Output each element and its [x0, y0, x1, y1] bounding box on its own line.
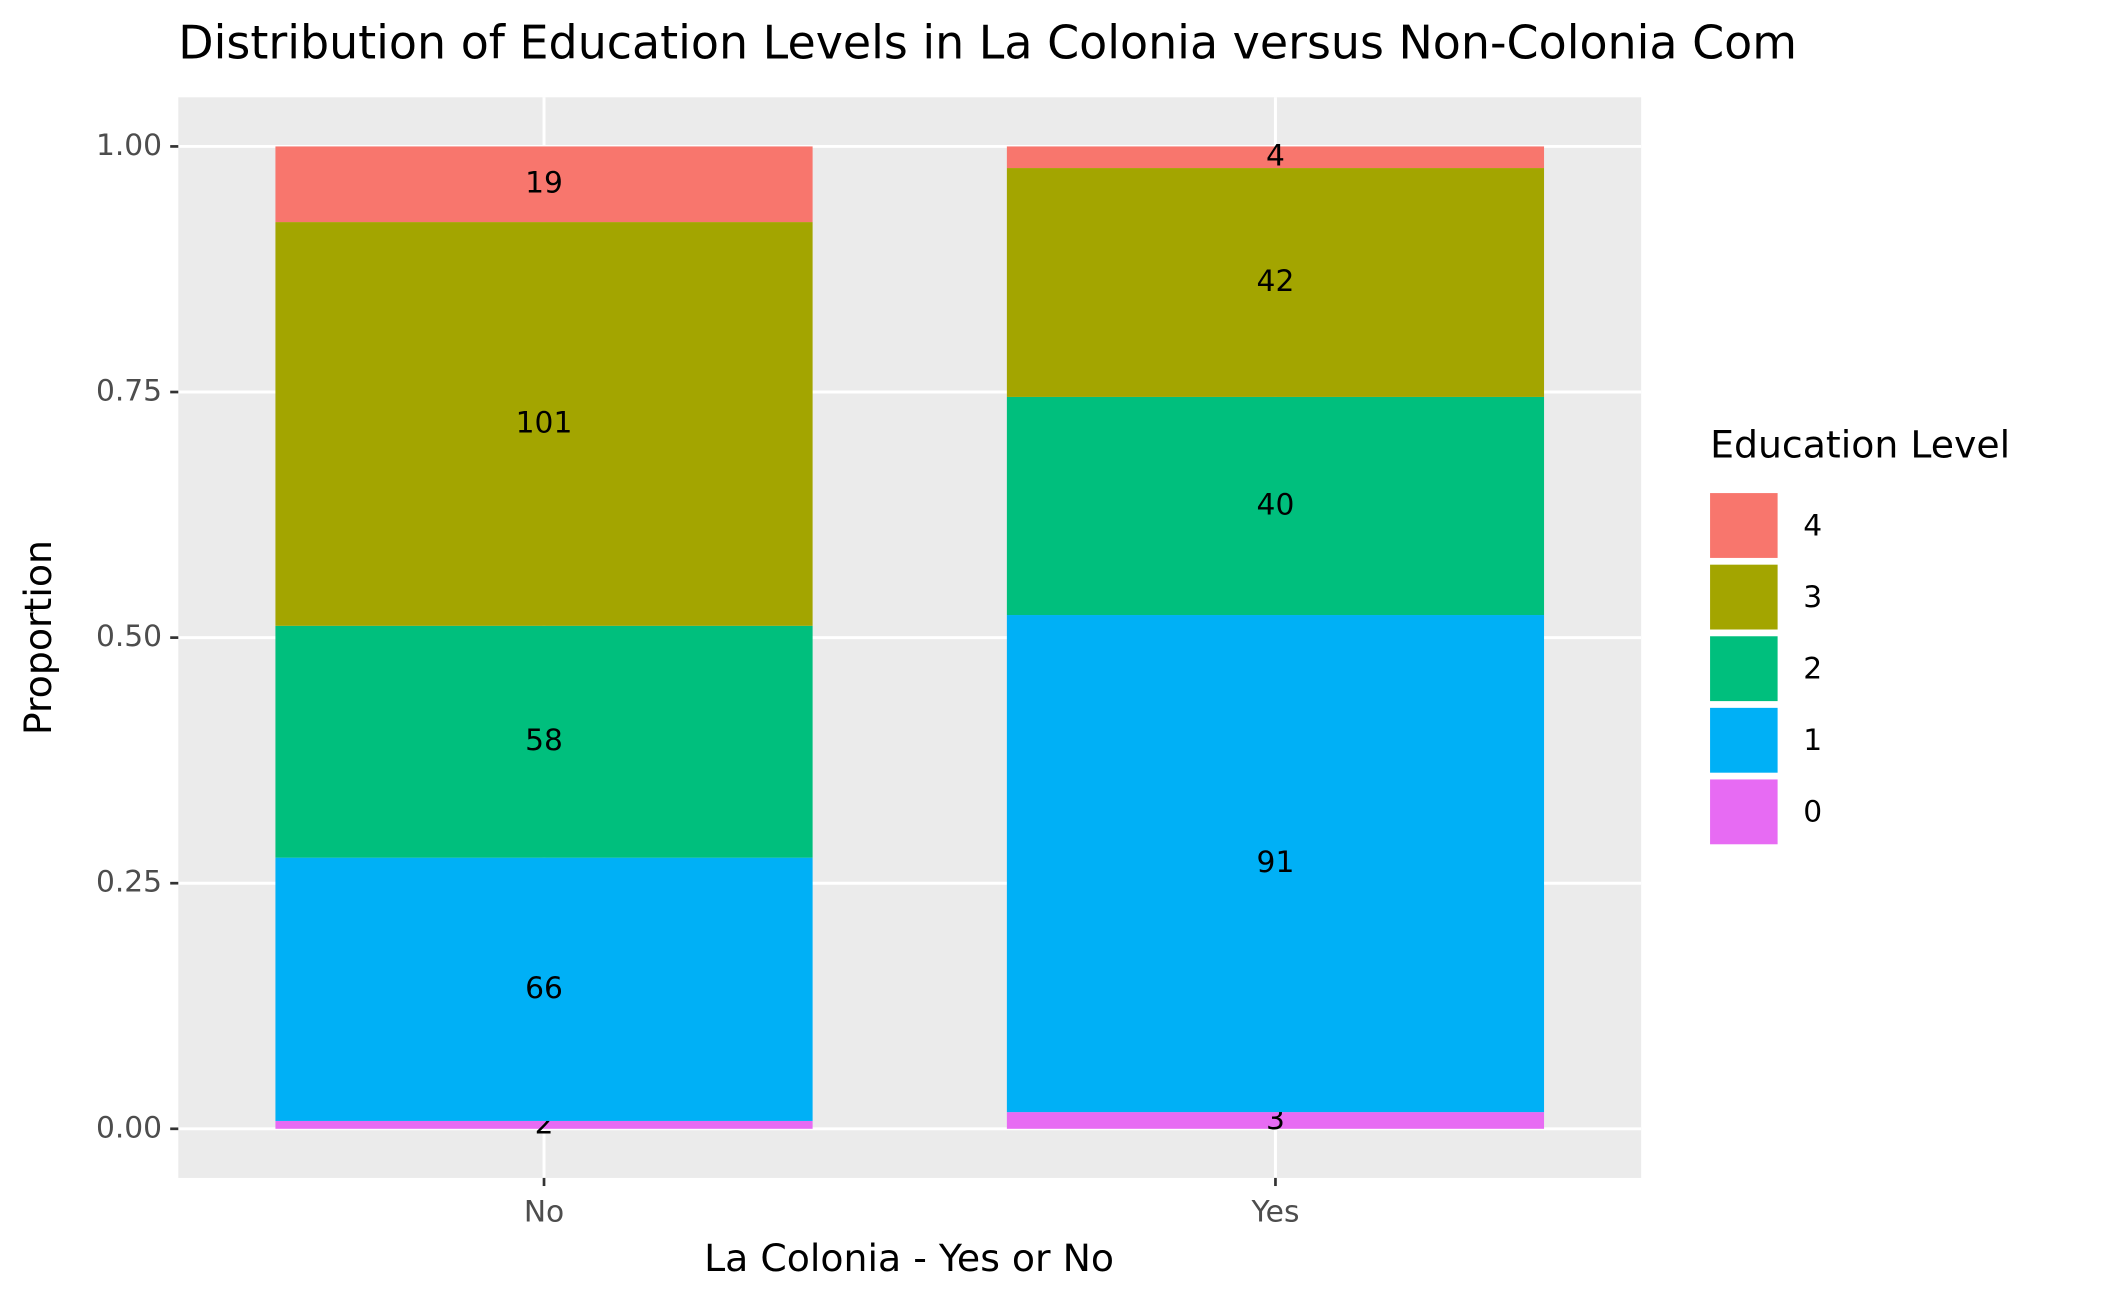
bar-segment [275, 625, 813, 858]
count-label: 58 [525, 723, 563, 758]
count-label: 101 [516, 405, 573, 440]
y-axis-title: Proportion [16, 540, 60, 735]
chart-title: Distribution of Education Levels in La C… [178, 15, 1797, 69]
legend-label: 1 [1803, 723, 1822, 758]
bar-segment [275, 146, 813, 223]
bar-segment [275, 222, 813, 626]
y-tick-label: 1.00 [96, 128, 162, 163]
bar-segment [275, 1120, 813, 1129]
count-label: 4 [1266, 139, 1285, 174]
bar-segment [1006, 1112, 1545, 1129]
bar-segment [1006, 168, 1545, 397]
legend-label: 0 [1803, 795, 1822, 830]
y-tick-label: 0.25 [96, 865, 162, 900]
x-tick-label: Yes [1250, 1195, 1299, 1230]
bar-segment [1006, 615, 1545, 1113]
legend-title: Education Level [1710, 423, 2010, 467]
count-label: 91 [1257, 845, 1295, 880]
x-tick-label: No [524, 1195, 564, 1230]
legend-label: 4 [1803, 508, 1822, 543]
count-label: 19 [525, 166, 563, 201]
count-label: 66 [525, 971, 563, 1006]
legend-key [1710, 564, 1778, 630]
x-axis-title: La Colonia - Yes or No [704, 1236, 1114, 1280]
legend-key [1710, 493, 1778, 558]
bar-segment [275, 857, 813, 1121]
bar-segment [1006, 146, 1545, 169]
y-tick-label: 0.75 [96, 374, 162, 409]
count-label: 42 [1257, 264, 1295, 299]
y-tick-label: 0.00 [96, 1110, 162, 1145]
y-tick-label: 0.50 [96, 619, 162, 654]
legend-key [1710, 707, 1778, 773]
legend-key [1710, 779, 1778, 845]
bar-segment [1006, 396, 1545, 616]
legend-label: 3 [1803, 580, 1822, 615]
legend-key [1710, 636, 1778, 702]
legend-label: 2 [1803, 652, 1822, 687]
count-label: 40 [1257, 487, 1295, 522]
